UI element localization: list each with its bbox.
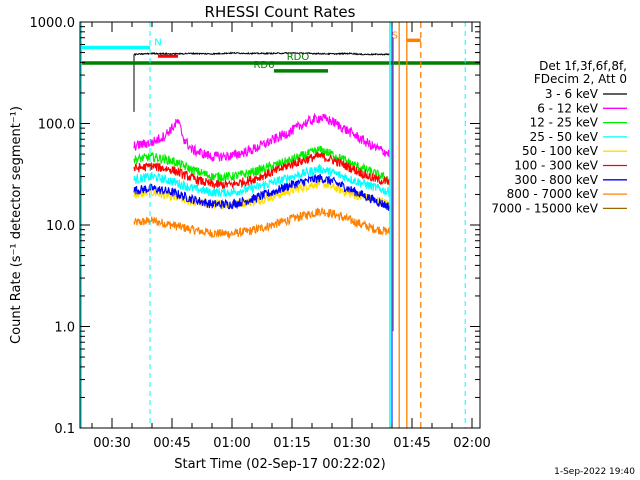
series-line-6-12kev: [133, 112, 391, 162]
legend-header-line-2: FDecim 2, Att 0: [534, 72, 627, 86]
series-line-100-300kev: [133, 151, 391, 190]
x-tick-label: 01:15: [273, 436, 310, 451]
annotation-label-rd6: RD6: [253, 60, 274, 71]
legend-entry-label: 300 - 800 keV: [514, 173, 598, 187]
timestamp: 1-Sep-2022 19:40: [554, 467, 635, 477]
annotation-label-rdo: RDO: [287, 52, 310, 63]
legend: Det 1f,3f,6f,8f, FDecim 2, Att 0 3 - 6 k…: [491, 59, 627, 215]
y-tick-label: 10.0: [46, 219, 75, 234]
plot-frame: [79, 21, 481, 429]
legend-entry-label: 7000 - 15000 keV: [491, 201, 598, 215]
legend-header-line-1: Det 1f,3f,6f,8f,: [539, 59, 627, 73]
series-line-800-7000kev: [133, 206, 391, 240]
x-tick-label: 01:00: [213, 436, 250, 451]
series-line-12-25kev: [133, 145, 391, 183]
series-line-300-800kev: [133, 173, 391, 211]
x-tick-label: 01:30: [333, 436, 370, 451]
legend-entry-label: 12 - 25 keV: [530, 116, 599, 130]
chart-title: RHESSI Count Rates: [205, 3, 356, 21]
legend-entry-label: 6 - 12 keV: [537, 101, 599, 115]
y-tick-label: 0.1: [54, 422, 75, 437]
legend-entry-label: 800 - 7000 keV: [507, 187, 599, 201]
series-line-25-50kev: [133, 164, 391, 198]
y-axis-label: Count Rate (s⁻¹ detector segment⁻¹): [9, 106, 24, 344]
y-tick-label: 1000.0: [30, 16, 76, 31]
y-tick-label: 100.0: [38, 118, 75, 133]
legend-entry-label: 50 - 100 keV: [522, 144, 599, 158]
x-tick-label: 00:45: [153, 436, 190, 451]
annotation-label-s: S: [392, 30, 398, 41]
axes: 1000.0 100.0 10.0 1.0 0.1 00:30 00:45 01:00 01:1…: [30, 16, 491, 451]
x-axis-label: Start Time (02-Sep-17 00:22:02): [174, 457, 385, 472]
x-tick-label: 01:45: [393, 436, 430, 451]
legend-entry-label: 25 - 50 keV: [530, 130, 599, 144]
annotation-label-n: N: [154, 38, 161, 49]
x-tick-label: 00:30: [93, 436, 130, 451]
series-line-50-100kev: [133, 177, 391, 210]
series-line-3-6kev: [133, 51, 391, 56]
legend-entry-label: 3 - 6 keV: [545, 87, 599, 101]
data-layer: N S RDO RD6: [80, 22, 480, 428]
y-tick-label: 1.0: [54, 321, 75, 336]
plot-area: N S RDO RD6: [80, 22, 480, 428]
x-tick-label: 02:00: [453, 436, 490, 451]
legend-entry-label: 100 - 300 keV: [514, 159, 598, 173]
